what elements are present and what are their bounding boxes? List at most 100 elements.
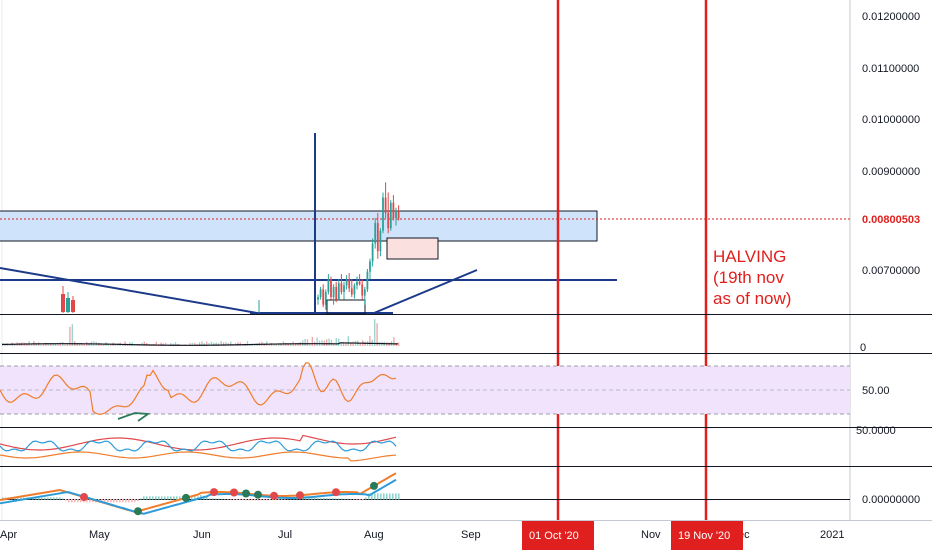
macd-histogram-bar xyxy=(236,499,238,501)
nov-marker-bg xyxy=(671,521,743,550)
macd-histogram-bar xyxy=(128,499,130,503)
volume-bar xyxy=(222,342,225,346)
macd-histogram-bar xyxy=(278,499,280,500)
macd-histogram-bar xyxy=(293,498,295,500)
volume-bar xyxy=(340,342,342,346)
macd-histogram-bar xyxy=(275,499,277,501)
macd-histogram-bar xyxy=(392,493,394,500)
macd-histogram-bar xyxy=(104,499,106,503)
macd-histogram-bar xyxy=(302,498,304,500)
volume-bar xyxy=(290,344,292,346)
macd-histogram-bar xyxy=(125,499,127,503)
macd-histogram-bar xyxy=(38,497,40,500)
macd-histogram-bar xyxy=(218,498,220,500)
volume-bar xyxy=(170,343,172,346)
macd-histogram-bar xyxy=(89,499,91,503)
volume-bar xyxy=(326,339,328,346)
target-box[interactable] xyxy=(386,237,439,260)
volume-bar xyxy=(297,343,299,346)
macd-histogram-bar xyxy=(239,499,241,501)
macd-histogram-bar xyxy=(296,498,298,500)
candle-body xyxy=(345,279,348,286)
macd-histogram-bar xyxy=(68,499,70,503)
candle-body xyxy=(317,297,319,300)
macd-histogram-bar xyxy=(50,497,52,500)
macd-histogram-bar xyxy=(227,499,229,500)
macd-histogram-bar xyxy=(365,497,367,500)
macd-histogram-bar xyxy=(371,493,373,500)
candle-body xyxy=(376,223,379,252)
volume-bar xyxy=(249,344,251,346)
current-price-label: 0.00800503 xyxy=(862,214,920,226)
candle-body xyxy=(322,289,325,305)
volume-bar xyxy=(155,341,157,346)
macd-histogram-bar xyxy=(167,496,169,500)
price-tick-3: 0.01000000 xyxy=(862,114,920,126)
volume-bar xyxy=(213,342,215,346)
macd-histogram-bar xyxy=(314,498,316,500)
small-box[interactable] xyxy=(326,299,366,314)
macd-histogram-bar xyxy=(395,493,397,500)
pane-separators xyxy=(0,314,932,521)
macd-histogram-bar xyxy=(347,498,349,500)
macd-histogram-bar xyxy=(341,498,343,500)
oct-marker-label[interactable]: 01 Oct '20 xyxy=(529,530,579,542)
macd-histogram-bar xyxy=(20,497,22,500)
candle-body xyxy=(392,202,395,218)
volume-bar xyxy=(273,343,275,346)
volume-bar xyxy=(174,342,177,346)
macd-histogram-bar xyxy=(59,497,61,500)
macd-histogram-bar xyxy=(191,496,193,500)
volume-bar xyxy=(124,341,126,346)
candle-body xyxy=(361,284,364,296)
volume-bar xyxy=(316,337,318,346)
macd-histogram-bar xyxy=(329,498,331,500)
macd-cross-dot xyxy=(370,481,378,490)
macd-cross-dot xyxy=(242,489,250,498)
macd-histogram-bar xyxy=(251,499,253,501)
macd-cross-dot xyxy=(230,488,238,497)
macd-cross-dot xyxy=(210,488,218,497)
macd-histogram-bar xyxy=(320,498,322,500)
candle-body xyxy=(353,285,356,295)
rsi-divergence[interactable] xyxy=(117,412,151,422)
macd-histogram-bar xyxy=(356,499,358,500)
candle-body xyxy=(358,281,361,285)
candle-body xyxy=(384,197,387,213)
candle-body xyxy=(356,281,358,286)
descending-trendline[interactable] xyxy=(0,267,258,314)
macd-histogram-bar xyxy=(107,499,109,503)
ascending-trendline[interactable] xyxy=(373,269,478,314)
macd-histogram-bar xyxy=(209,498,211,500)
time-tick-jun: Jun xyxy=(193,529,211,541)
candle-body xyxy=(395,210,397,218)
time-tick-2021: 2021 xyxy=(820,529,844,541)
macd-histogram-bar xyxy=(146,496,148,500)
volume-bar xyxy=(225,341,227,346)
macd-histogram-bar xyxy=(248,499,250,501)
macd-histogram-bar xyxy=(224,499,226,500)
candle-body xyxy=(348,279,351,289)
price-tick-2: 0.01100000 xyxy=(862,63,919,75)
macd-histogram-bar xyxy=(65,499,67,501)
volume-bar xyxy=(335,337,337,346)
macd-histogram-bar xyxy=(353,499,355,500)
macd-histogram-bar xyxy=(170,496,172,500)
macd-histogram-bar xyxy=(56,497,58,500)
volume-bar xyxy=(114,344,117,346)
macd-histogram-bar xyxy=(332,498,334,500)
macd-histogram-bar xyxy=(398,493,400,500)
price-tick-4: 0.00900000 xyxy=(862,166,920,178)
volume-bar xyxy=(76,343,78,346)
nov-marker-label[interactable]: 19 Nov '20 xyxy=(678,530,730,542)
resistance-zone[interactable] xyxy=(0,210,598,242)
candle-body xyxy=(319,289,322,298)
rsi-tick: 50.00 xyxy=(862,385,890,397)
candle-body xyxy=(379,230,382,252)
macd-histogram-bar xyxy=(74,499,76,503)
volume-bar xyxy=(352,341,354,346)
macd-histogram-bar xyxy=(359,499,361,500)
macd-histogram-bar xyxy=(221,498,223,500)
halving-line-2: (19th nov xyxy=(713,268,784,287)
volume-bar xyxy=(9,344,11,346)
